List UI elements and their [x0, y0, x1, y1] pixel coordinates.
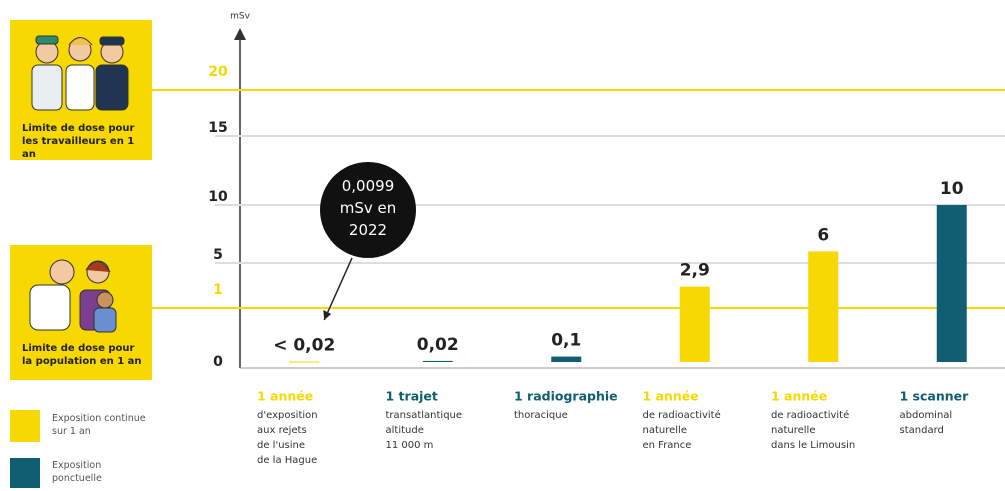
- bar: [679, 286, 710, 362]
- category-description: 11 000 m: [386, 440, 434, 451]
- category-description: de l'usine: [257, 440, 305, 451]
- category-description: transatlantique: [386, 410, 463, 421]
- y-tick-label: 1: [213, 282, 223, 298]
- annotation-text: 0,0099 mSv en 2022: [340, 177, 397, 239]
- category-description: abdominal: [900, 410, 953, 421]
- y-axis-label: mSv: [230, 12, 250, 22]
- value-label: 6: [817, 225, 829, 245]
- category-description: altitude: [386, 425, 424, 436]
- value-label: < 0,02: [273, 335, 335, 355]
- category-description: naturelle: [771, 425, 815, 436]
- category-description: standard: [900, 425, 944, 436]
- value-label: 0,02: [417, 335, 459, 355]
- category-label: 1 trajet: [386, 389, 438, 404]
- category-label: 1 radiographie: [514, 389, 618, 404]
- bar: [551, 356, 582, 362]
- bar: [422, 360, 453, 362]
- category-description: en France: [643, 440, 692, 451]
- bar: [936, 205, 967, 362]
- category-description: de radioactivité: [643, 409, 721, 421]
- annotation-arrowhead: [323, 310, 332, 320]
- value-label: 2,9: [680, 261, 710, 281]
- legend-label: Exposition ponctuelle: [52, 460, 102, 484]
- y-tick-label: 10: [208, 189, 228, 205]
- y-tick-label: 20: [208, 64, 228, 80]
- bar: [289, 361, 320, 363]
- category-label: 1 année: [257, 389, 313, 404]
- category-description: aux rejets: [257, 425, 307, 436]
- category-description: thoracique: [514, 410, 568, 421]
- legend-label: Exposition continue sur 1 an: [52, 413, 146, 437]
- legend-swatch: [10, 458, 40, 488]
- annotation-bubble: [320, 162, 416, 258]
- y-tick-label: 5: [213, 247, 223, 263]
- category-label: 1 année: [643, 389, 699, 404]
- y-tick-label: 15: [208, 120, 227, 136]
- value-label: 0,1: [551, 331, 581, 351]
- population-illustration: [29, 259, 117, 333]
- category-description: d'exposition: [257, 410, 318, 421]
- y-tick-label: 0: [213, 354, 223, 370]
- value-label: 10: [940, 179, 964, 199]
- category-description: dans le Limousin: [771, 440, 855, 451]
- panel-label: Limite de dose pour la population en 1 a…: [22, 343, 142, 367]
- category-description: de radioactivité: [771, 409, 849, 421]
- legend-swatch: [10, 410, 40, 442]
- workers-illustration: [31, 35, 129, 111]
- category-description: naturelle: [643, 425, 687, 436]
- y-axis-arrow: [234, 28, 246, 40]
- bar: [808, 251, 839, 362]
- category-description: de la Hague: [257, 455, 317, 466]
- category-label: 1 scanner: [900, 389, 970, 404]
- category-label: 1 année: [771, 389, 827, 404]
- panel-label: Limite de dose pour les travailleurs en …: [22, 123, 135, 160]
- annotation-arrow: [323, 257, 353, 321]
